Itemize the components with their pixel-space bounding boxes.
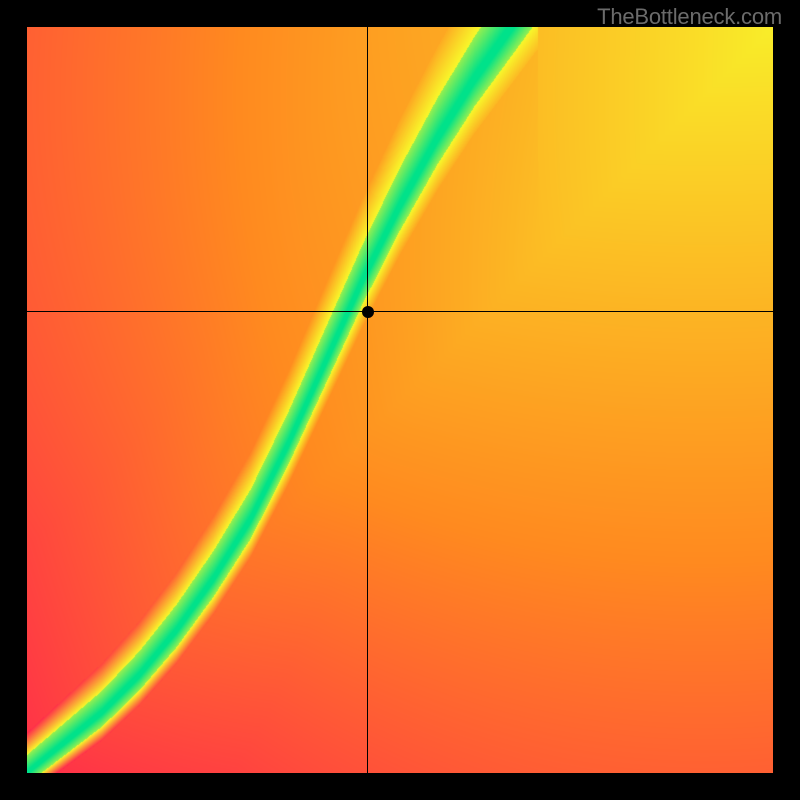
plot-area [27,27,773,773]
chart-container: TheBottleneck.com [0,0,800,800]
heatmap-canvas [27,27,773,773]
crosshair-vertical [367,27,368,773]
crosshair-horizontal [27,311,773,312]
watermark-text: TheBottleneck.com [597,4,782,30]
data-point-marker [362,306,374,318]
